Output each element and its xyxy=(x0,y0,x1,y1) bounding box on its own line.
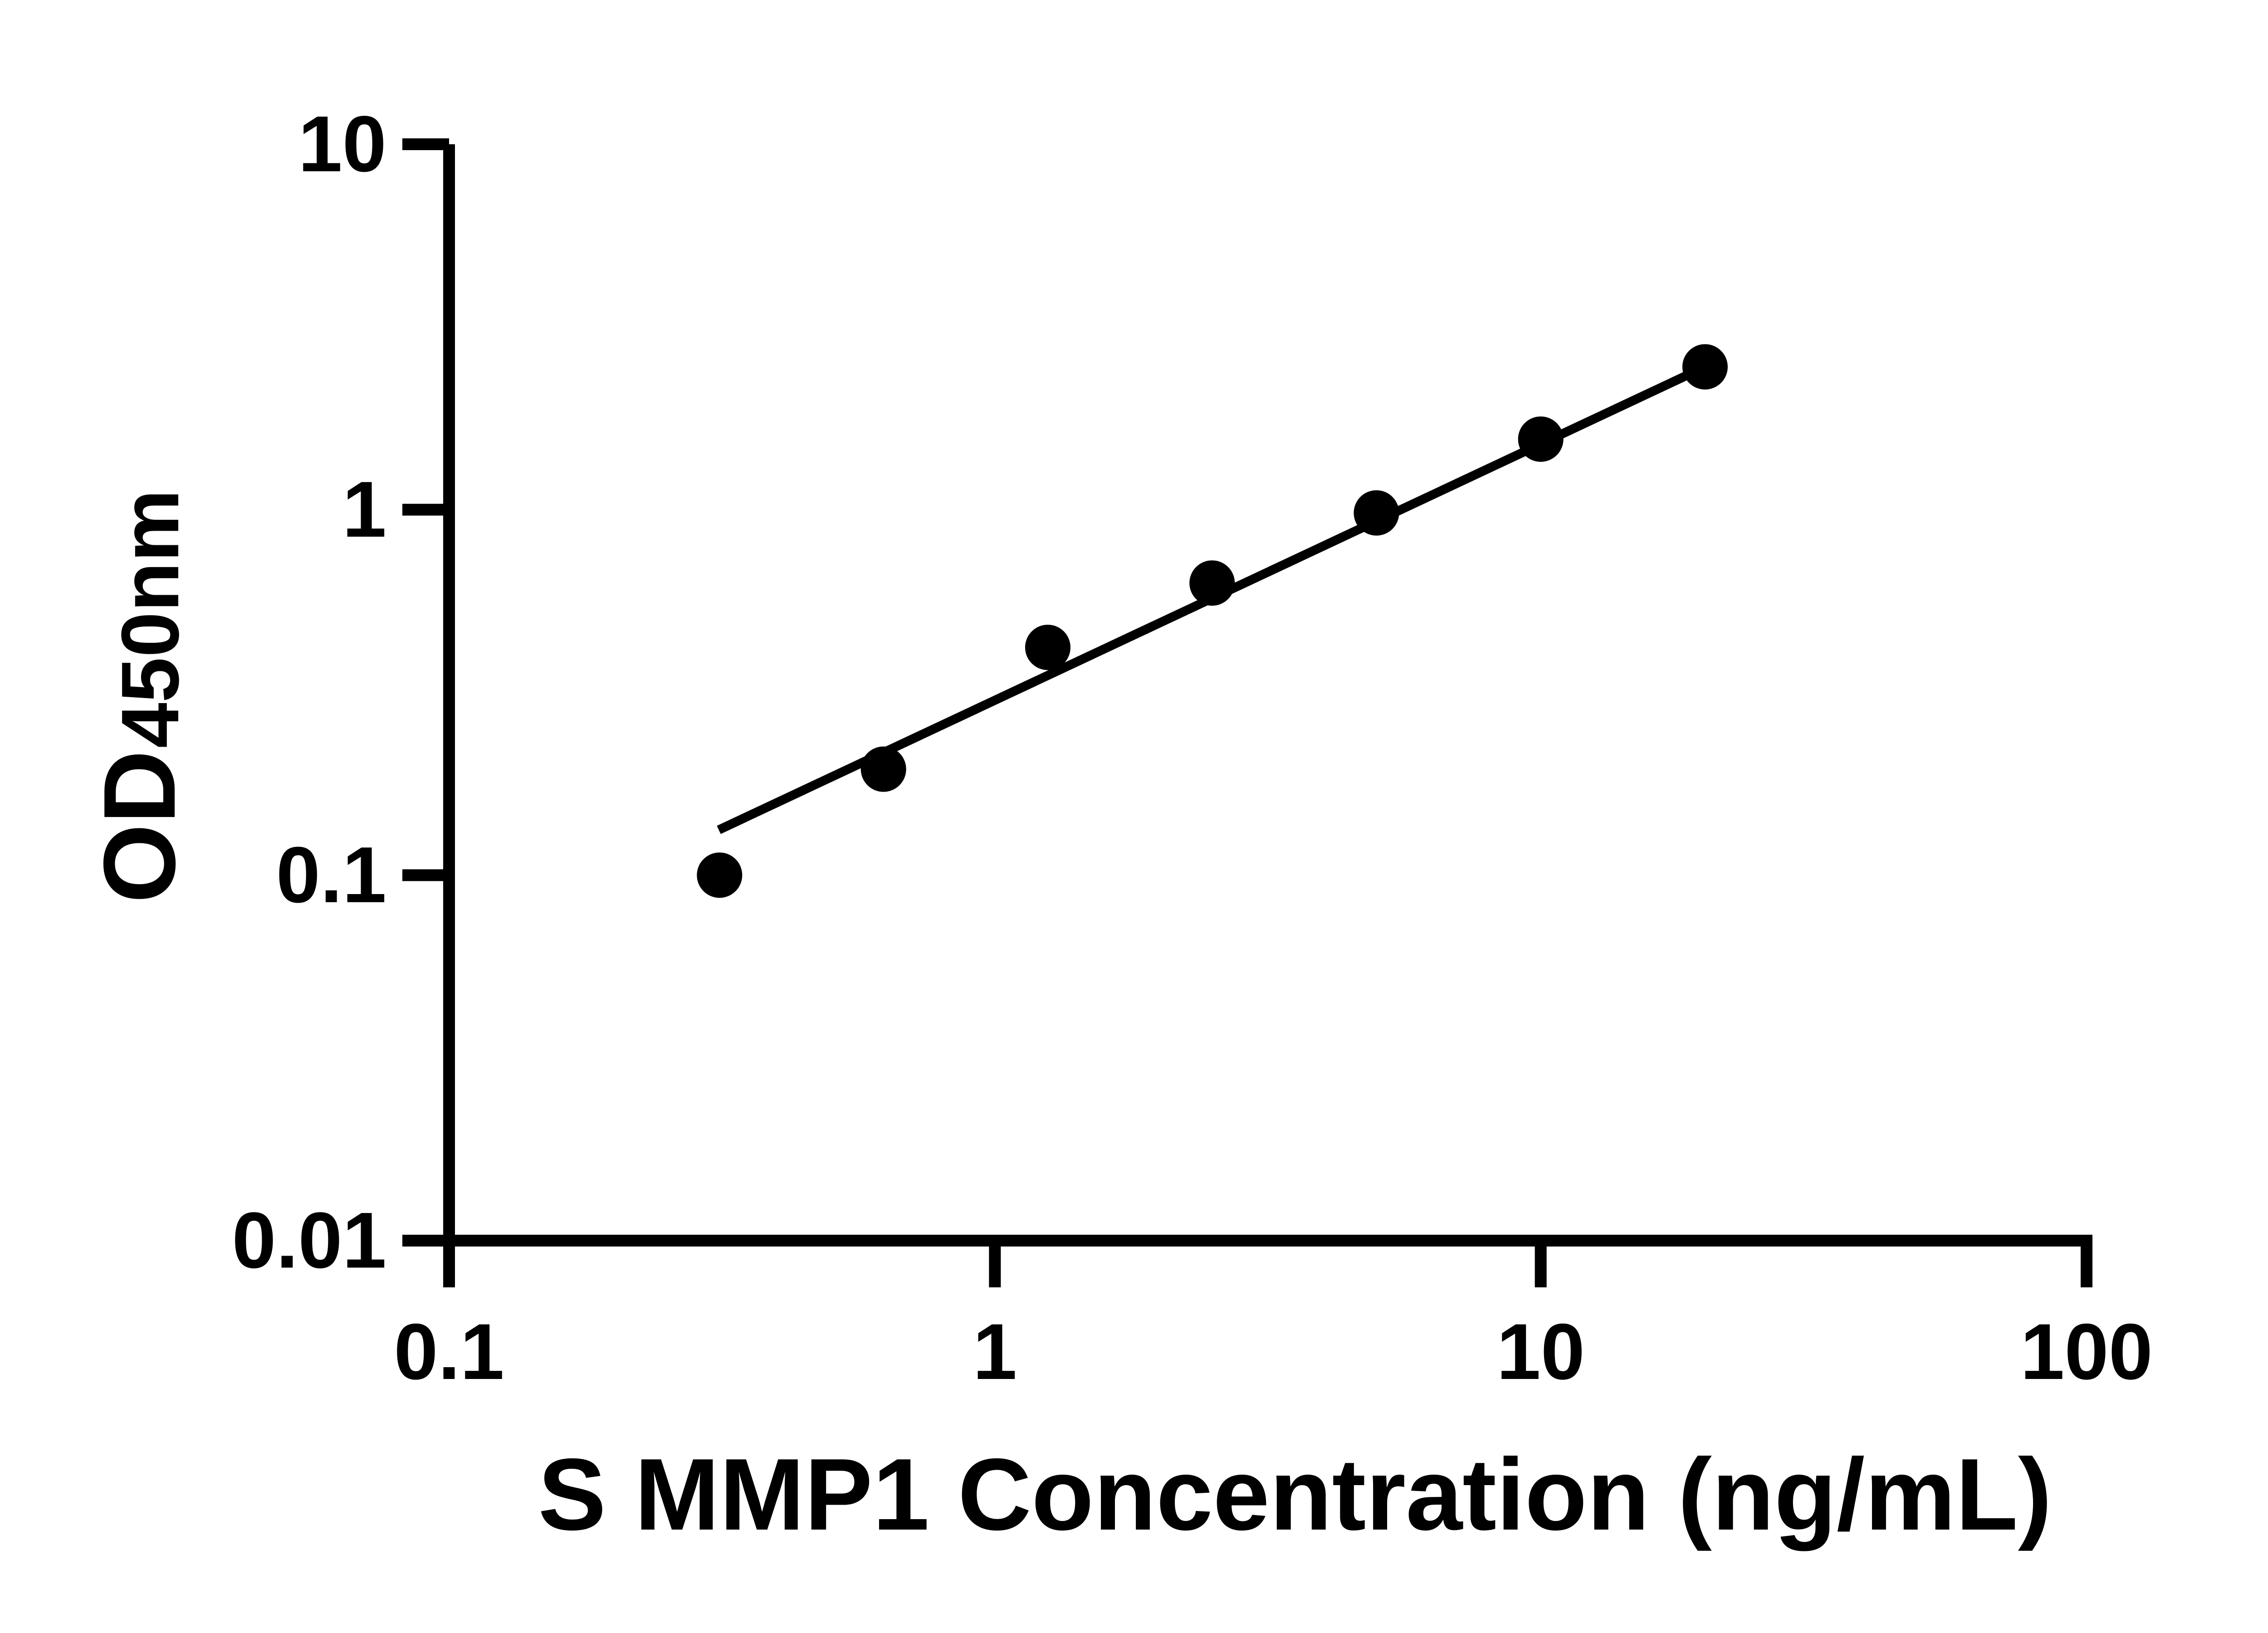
x-tick-label: 0.1 xyxy=(394,1308,504,1396)
y-axis-title: OD 450nm xyxy=(82,489,196,903)
y-tick-label: 10 xyxy=(298,100,386,188)
data-point xyxy=(697,852,743,898)
x-axis-title: S MMP1 Concentration (ng/mL) xyxy=(538,1437,2052,1551)
y-tick-label: 0.01 xyxy=(232,1197,386,1285)
y-axis-title-subscript: 450nm xyxy=(105,489,196,748)
data-point xyxy=(1682,344,1728,390)
data-point xyxy=(860,746,906,792)
x-tick-label: 1 xyxy=(973,1308,1017,1396)
y-tick-label: 0.1 xyxy=(276,831,386,919)
data-point xyxy=(1189,560,1235,606)
y-tick-label: 1 xyxy=(342,465,386,554)
y-axis-title-main: OD xyxy=(82,750,196,904)
x-tick-label: 10 xyxy=(1496,1308,1585,1396)
x-tick-label: 100 xyxy=(2020,1308,2153,1396)
data-point xyxy=(1518,416,1564,462)
data-point xyxy=(1354,490,1399,536)
data-point xyxy=(1025,625,1070,670)
